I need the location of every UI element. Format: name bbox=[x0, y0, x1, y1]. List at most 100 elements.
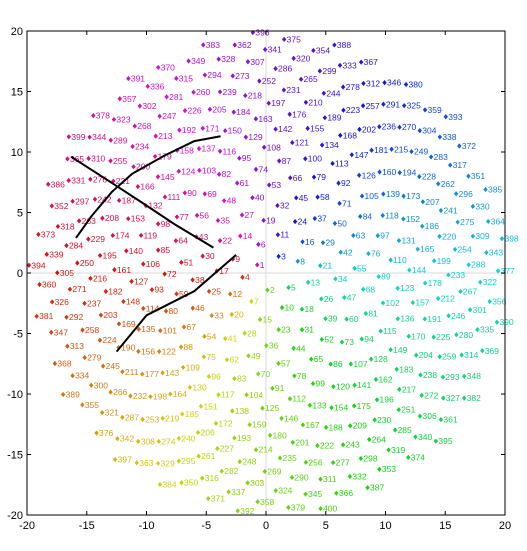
data-point-marker bbox=[273, 65, 278, 72]
data-point-marker bbox=[235, 508, 240, 514]
data-point-label: 375 bbox=[287, 34, 301, 44]
data-point-marker bbox=[323, 424, 329, 430]
data-point-marker bbox=[318, 263, 323, 269]
data-point-marker bbox=[386, 447, 391, 453]
data-point-marker bbox=[453, 191, 459, 197]
data-point-marker bbox=[276, 253, 281, 259]
x-tick-label: 10 bbox=[379, 520, 391, 532]
data-point-label: 255 bbox=[113, 156, 127, 166]
data-point-marker bbox=[140, 371, 145, 377]
data-point-marker bbox=[499, 236, 505, 242]
data-point-label: 138 bbox=[235, 406, 249, 416]
data-point-label: 366 bbox=[339, 488, 353, 498]
data-point-label: 11 bbox=[280, 230, 289, 240]
data-point-label: 66 bbox=[293, 173, 303, 183]
data-point-label: 278 bbox=[346, 82, 360, 92]
data-point-marker bbox=[291, 345, 296, 351]
data-point-marker bbox=[178, 344, 184, 350]
data-point-label: 324 bbox=[278, 486, 292, 496]
data-point-marker bbox=[337, 200, 342, 206]
data-point-label: 99 bbox=[316, 379, 326, 389]
data-point-marker bbox=[342, 294, 347, 301]
x-tick-label: -20 bbox=[19, 520, 35, 532]
data-point-label: 387 bbox=[370, 483, 384, 493]
data-point-marker bbox=[44, 251, 49, 258]
data-point-marker bbox=[413, 434, 418, 440]
data-point-label: 356 bbox=[492, 296, 506, 306]
data-point-marker bbox=[348, 423, 353, 429]
data-point-label: 313 bbox=[70, 341, 84, 351]
data-point-marker bbox=[229, 311, 234, 318]
data-point-marker bbox=[281, 36, 287, 43]
data-point-label: 140 bbox=[129, 246, 143, 256]
data-point-label: 207 bbox=[425, 197, 439, 207]
data-point-label: 210 bbox=[308, 97, 322, 107]
data-point-marker bbox=[417, 413, 423, 419]
data-point-label: 101 bbox=[163, 326, 177, 336]
data-point-label: 2 bbox=[270, 285, 275, 295]
data-point-marker bbox=[176, 168, 181, 174]
data-point-label: 26 bbox=[324, 294, 334, 304]
data-point-label: 211 bbox=[125, 367, 139, 377]
data-point-label: 122 bbox=[162, 347, 176, 357]
data-point-label: 146 bbox=[284, 413, 298, 423]
data-point-label: 289 bbox=[113, 135, 127, 145]
data-point-label: 330 bbox=[475, 201, 489, 211]
data-point-marker bbox=[82, 300, 87, 307]
data-point-label: 166 bbox=[140, 182, 154, 192]
data-point-label: 283 bbox=[434, 152, 448, 162]
x-tick-label: 0 bbox=[263, 520, 269, 532]
data-point-marker bbox=[315, 194, 320, 200]
data-point-marker bbox=[483, 186, 488, 193]
data-point-label: 312 bbox=[366, 78, 380, 88]
data-point-marker bbox=[336, 180, 341, 186]
data-point-label: 323 bbox=[116, 114, 130, 124]
data-point-marker bbox=[160, 415, 165, 421]
data-point-label: 78 bbox=[297, 371, 307, 381]
data-point-label: 348 bbox=[467, 371, 481, 381]
data-point-label: 231 bbox=[286, 85, 300, 95]
data-point-marker bbox=[298, 76, 304, 82]
data-point-marker bbox=[162, 194, 168, 200]
data-point-marker bbox=[330, 459, 336, 466]
data-point-marker bbox=[216, 392, 221, 398]
data-point-marker bbox=[273, 126, 278, 132]
data-point-marker bbox=[266, 100, 271, 106]
data-point-label: 22 bbox=[222, 236, 232, 246]
data-point-label: 39 bbox=[328, 314, 338, 324]
data-point-marker bbox=[117, 96, 122, 102]
data-point-label: 376 bbox=[99, 428, 113, 438]
data-point-marker bbox=[120, 369, 125, 375]
data-point-marker bbox=[299, 327, 305, 333]
data-point-marker bbox=[329, 405, 334, 411]
data-point-marker bbox=[447, 162, 453, 168]
data-point-marker bbox=[300, 239, 305, 245]
data-point-marker bbox=[376, 273, 381, 280]
data-point-marker bbox=[367, 436, 372, 443]
data-point-marker bbox=[115, 436, 120, 442]
data-point-label: 314 bbox=[464, 350, 478, 360]
data-point-label: 70 bbox=[261, 369, 271, 379]
data-point-label: 206 bbox=[201, 427, 215, 437]
data-point-marker bbox=[153, 133, 158, 139]
data-point-label: 118 bbox=[385, 210, 399, 220]
data-point-marker bbox=[98, 312, 104, 318]
data-point-label: 288 bbox=[471, 260, 485, 270]
data-point-marker bbox=[341, 107, 346, 113]
data-point-label: 141 bbox=[357, 380, 371, 390]
data-point-marker bbox=[217, 148, 223, 154]
data-point-marker bbox=[487, 298, 492, 305]
data-point-label: 325 bbox=[407, 101, 421, 111]
data-point-marker bbox=[437, 134, 443, 140]
data-point-marker bbox=[351, 403, 357, 409]
data-point-marker bbox=[422, 316, 427, 322]
data-point-label: 381 bbox=[39, 311, 53, 321]
data-point-label: 336 bbox=[150, 81, 164, 91]
data-point-label: 285 bbox=[398, 425, 412, 435]
data-point-label: 152 bbox=[406, 214, 420, 224]
data-point-marker bbox=[206, 373, 212, 380]
data-point-marker bbox=[26, 262, 32, 268]
data-point-label: 190 bbox=[121, 342, 135, 352]
data-point-label: 202 bbox=[362, 124, 376, 134]
data-point-marker bbox=[222, 128, 228, 134]
